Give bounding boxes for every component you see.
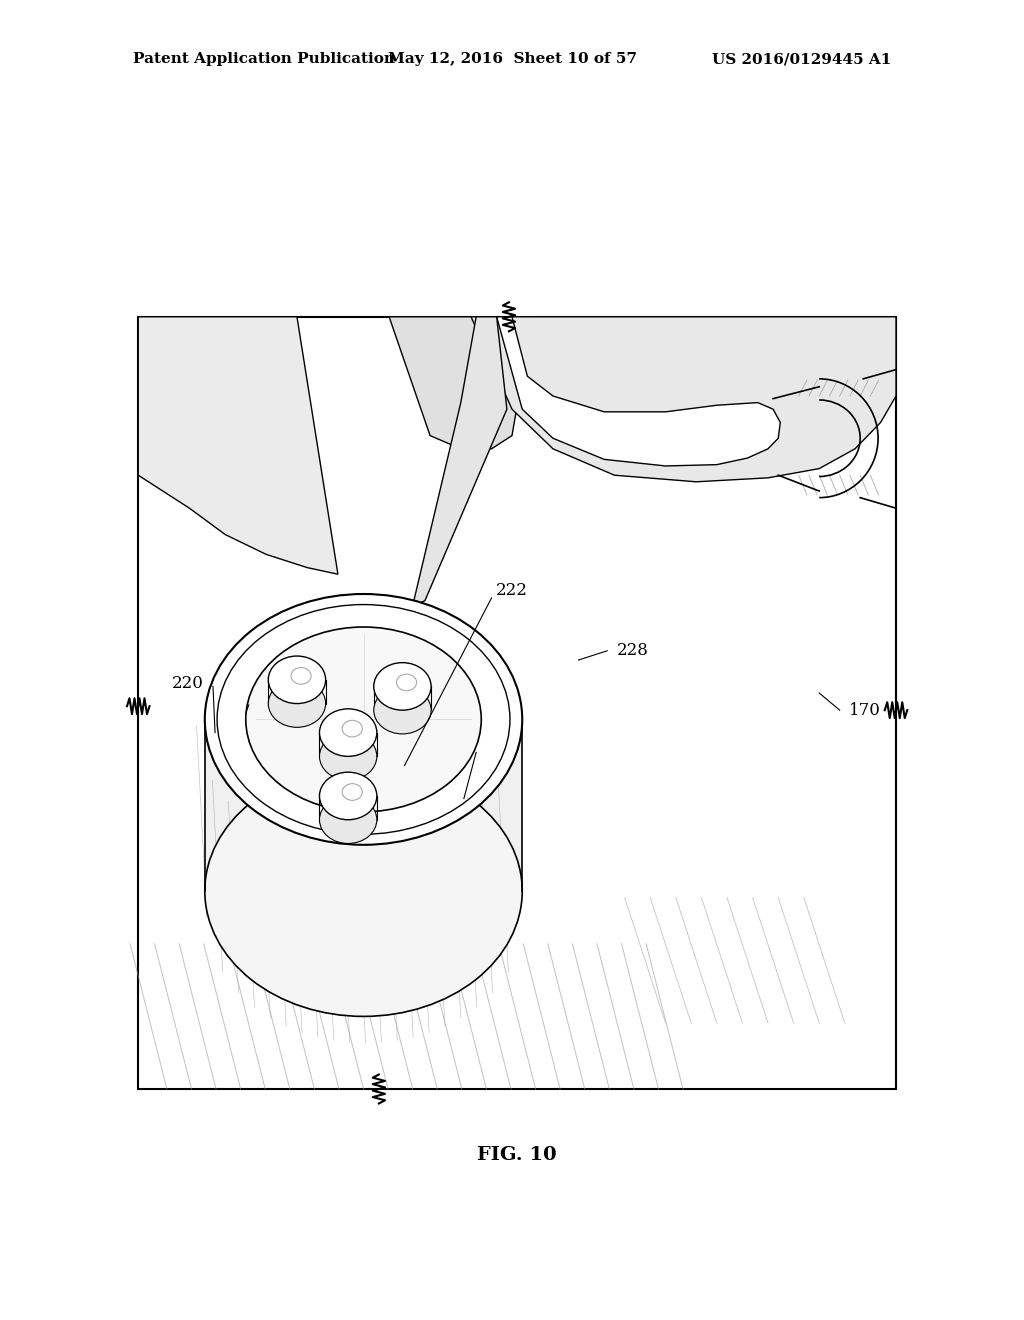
Polygon shape [497,317,780,466]
Text: FIG. 10: FIG. 10 [477,1146,557,1164]
Polygon shape [138,317,177,475]
Ellipse shape [319,733,377,780]
Text: 220: 220 [171,676,204,692]
Ellipse shape [205,594,522,845]
Polygon shape [261,317,300,475]
Polygon shape [364,317,507,640]
Ellipse shape [374,663,431,710]
Ellipse shape [319,772,377,820]
Ellipse shape [205,766,522,1016]
Polygon shape [471,317,896,482]
Text: Patent Application Publication: Patent Application Publication [133,53,395,66]
Bar [138,317,896,1089]
Polygon shape [200,317,239,475]
Polygon shape [205,719,522,1016]
Ellipse shape [319,796,377,843]
Text: 228: 228 [616,643,649,659]
Text: May 12, 2016  Sheet 10 of 57: May 12, 2016 Sheet 10 of 57 [387,53,637,66]
Ellipse shape [374,686,431,734]
Text: 198: 198 [204,697,237,713]
Text: 170: 170 [849,702,882,718]
Polygon shape [389,317,532,449]
Ellipse shape [268,680,326,727]
Ellipse shape [268,656,326,704]
Text: US 2016/0129445 A1: US 2016/0129445 A1 [712,53,891,66]
Text: 222: 222 [496,582,528,598]
Text: 226: 226 [437,804,470,820]
Polygon shape [138,317,338,574]
Ellipse shape [319,709,377,756]
Ellipse shape [246,627,481,812]
